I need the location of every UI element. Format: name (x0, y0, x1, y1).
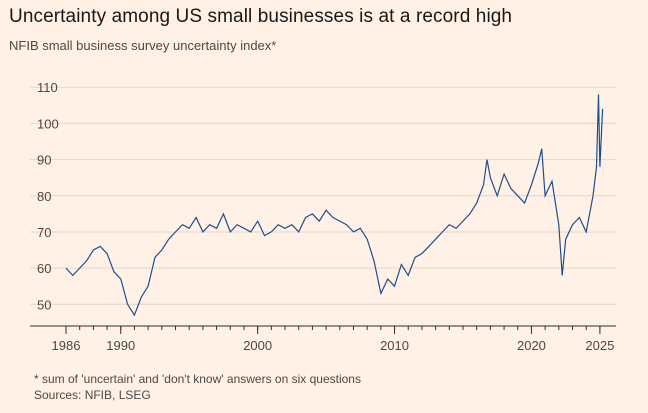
y-tick-label: 110 (37, 80, 58, 95)
series-line (65, 94, 604, 317)
chart-subtitle: NFIB small business survey uncertainty i… (9, 38, 277, 53)
y-tick-label: 50 (37, 297, 51, 312)
y-axis-ticks: 50 60 70 80 90 100 110 (37, 80, 59, 312)
footnote: * sum of 'uncertain' and 'don't know' an… (34, 372, 361, 386)
y-tick-label: 70 (37, 225, 51, 240)
x-tick-label: 2010 (380, 338, 409, 353)
gridlines (30, 86, 616, 305)
x-tick-label: 2000 (243, 338, 272, 353)
y-tick-label: 80 (37, 189, 51, 204)
source-note: Sources: NFIB, LSEG (34, 388, 151, 402)
x-tick-label: 2025 (585, 338, 614, 353)
chart-title: Uncertainty among US small businesses is… (9, 6, 513, 27)
y-tick-label: 90 (37, 153, 51, 168)
y-tick-label: 100 (37, 116, 59, 131)
line-chart: 50 60 70 80 90 100 110 1986 1990 2000 2010 2020 202… (30, 80, 616, 353)
x-tick-label: 1990 (106, 338, 135, 353)
x-tick-label: 1986 (52, 338, 81, 353)
x-axis-ticks: 1986 1990 2000 2010 2020 2025 (30, 325, 616, 353)
x-tick-label: 2020 (517, 338, 546, 353)
y-tick-label: 60 (37, 261, 51, 276)
